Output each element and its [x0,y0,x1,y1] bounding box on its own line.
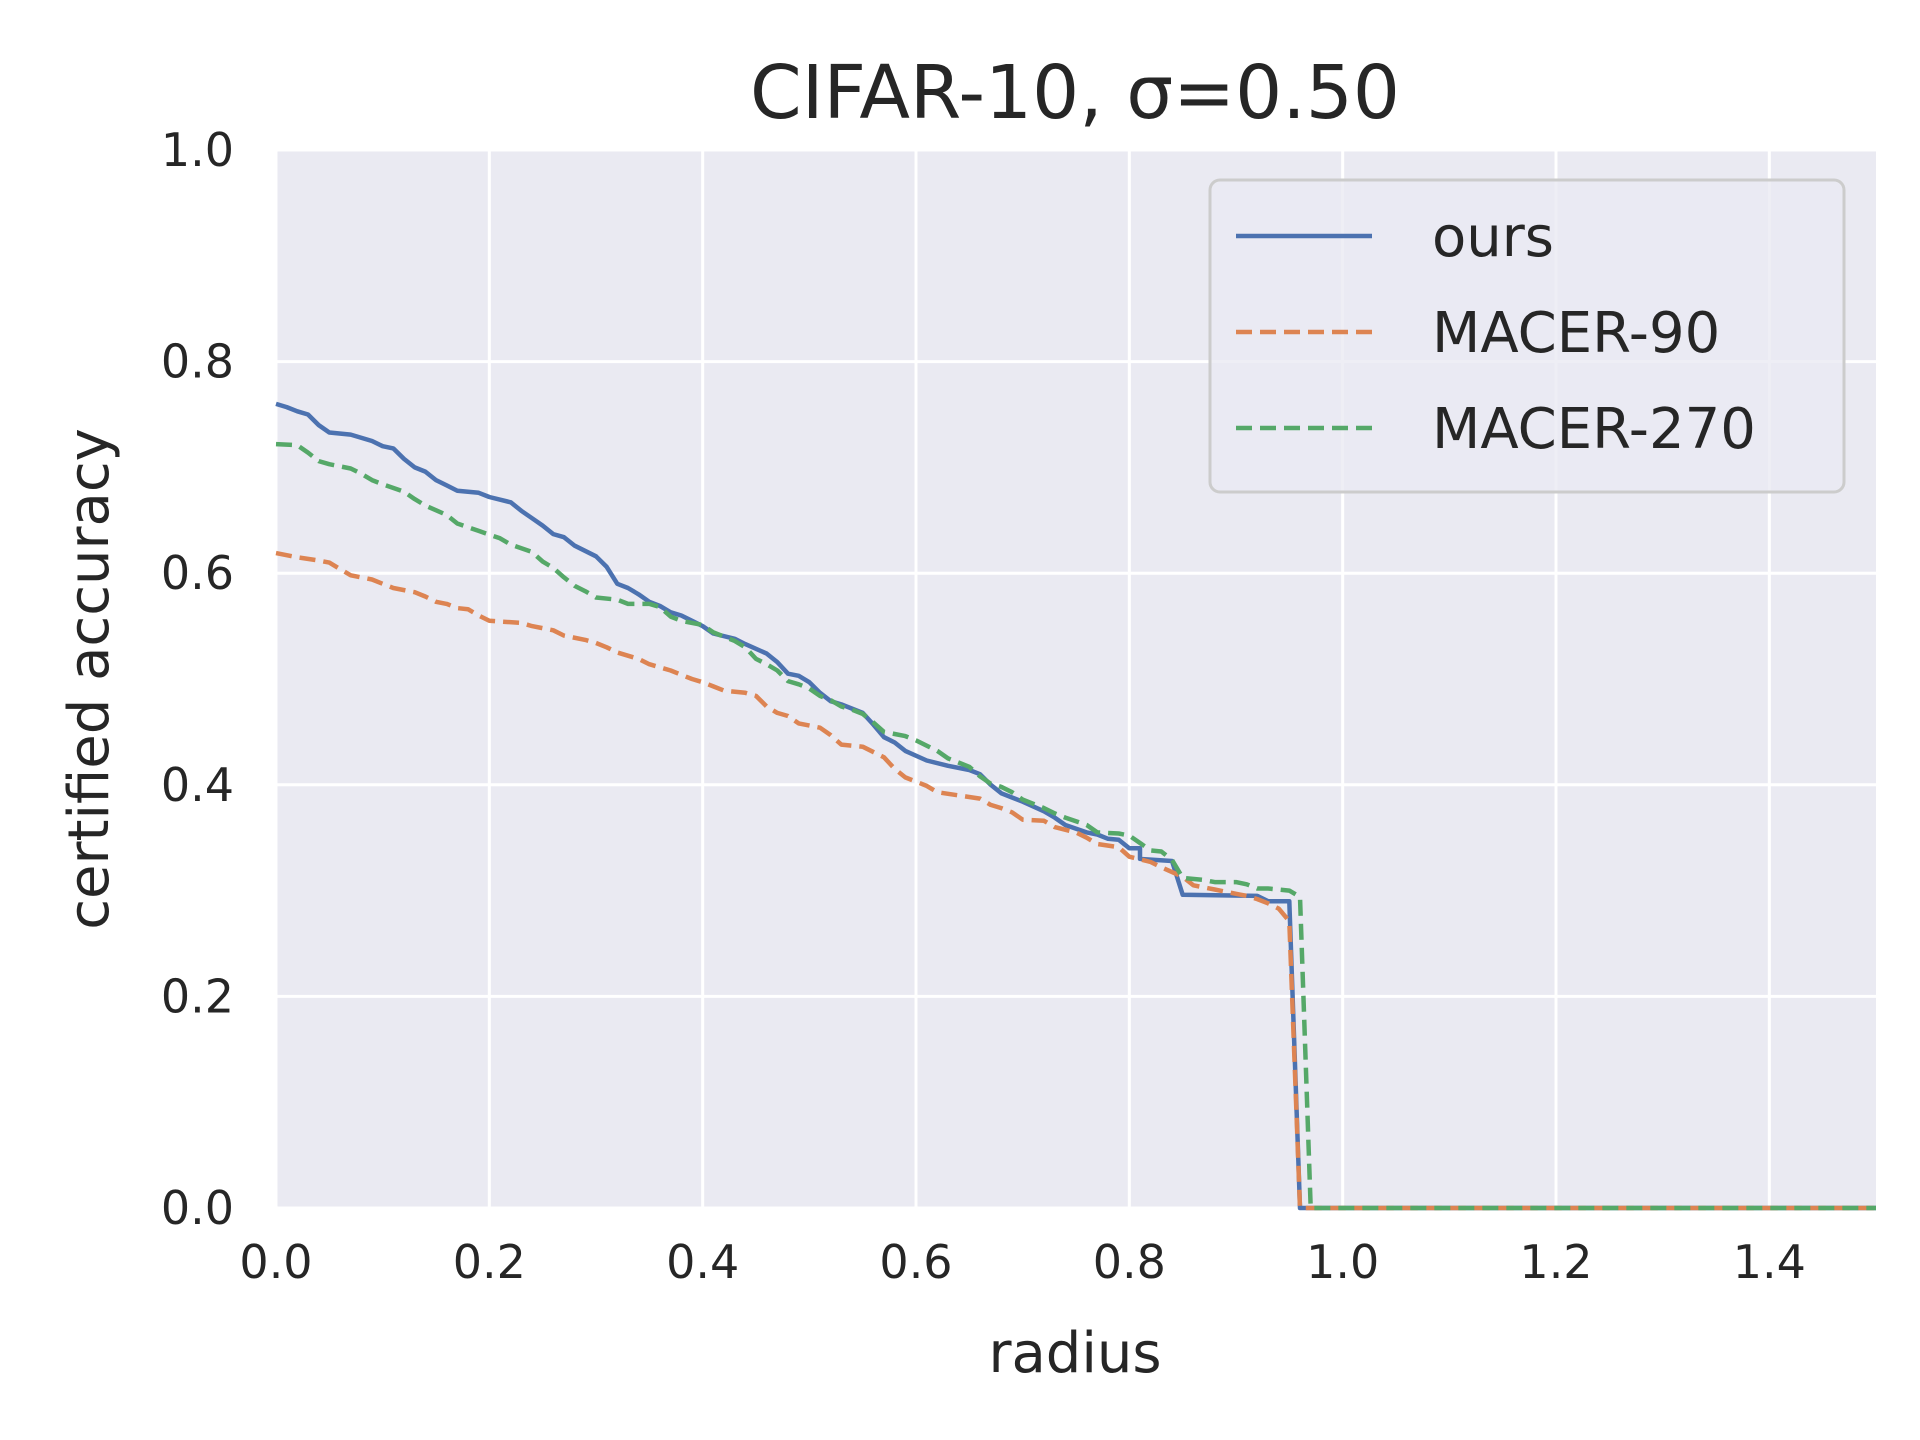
legend-label: ours [1432,205,1554,270]
chart-title: CIFAR-10, σ=0.50 [750,50,1400,136]
y-tick-label: 1.0 [161,123,234,177]
y-tick-label: 0.0 [161,1181,234,1235]
legend-label: MACER-90 [1432,301,1720,366]
x-tick-label: 0.2 [453,1235,526,1289]
x-tick-label: 1.4 [1733,1235,1806,1289]
legend-label: MACER-270 [1432,397,1756,462]
legend: ours MACER-90 MACER-270 [1208,178,1846,494]
series-line-macer-270 [275,441,1876,1211]
x-tick-label: 0.8 [1093,1235,1166,1289]
y-tick-label: 0.4 [161,758,234,812]
tick-labels: 0.0 0.2 0.4 0.6 0.8 1.0 1.2 1.4 0.0 0.2 0.4 0.6 0.8 1… [161,123,1806,1289]
series-line-ours [275,401,1876,1211]
y-tick-label: 0.8 [161,335,234,389]
legend-box [1208,178,1846,494]
y-axis-label: certified accuracy [57,428,122,930]
x-tick-label: 1.0 [1306,1235,1379,1289]
series-line-macer-90 [275,550,1876,1211]
series-group [275,401,1876,1211]
x-tick-label: 0.0 [239,1235,312,1289]
x-tick-label: 0.4 [666,1235,739,1289]
x-tick-label: 0.6 [879,1235,952,1289]
x-tick-label: 1.2 [1519,1235,1592,1289]
y-tick-label: 0.2 [161,969,234,1023]
y-tick-label: 0.6 [161,546,234,600]
x-axis-label: radius [988,1321,1161,1386]
